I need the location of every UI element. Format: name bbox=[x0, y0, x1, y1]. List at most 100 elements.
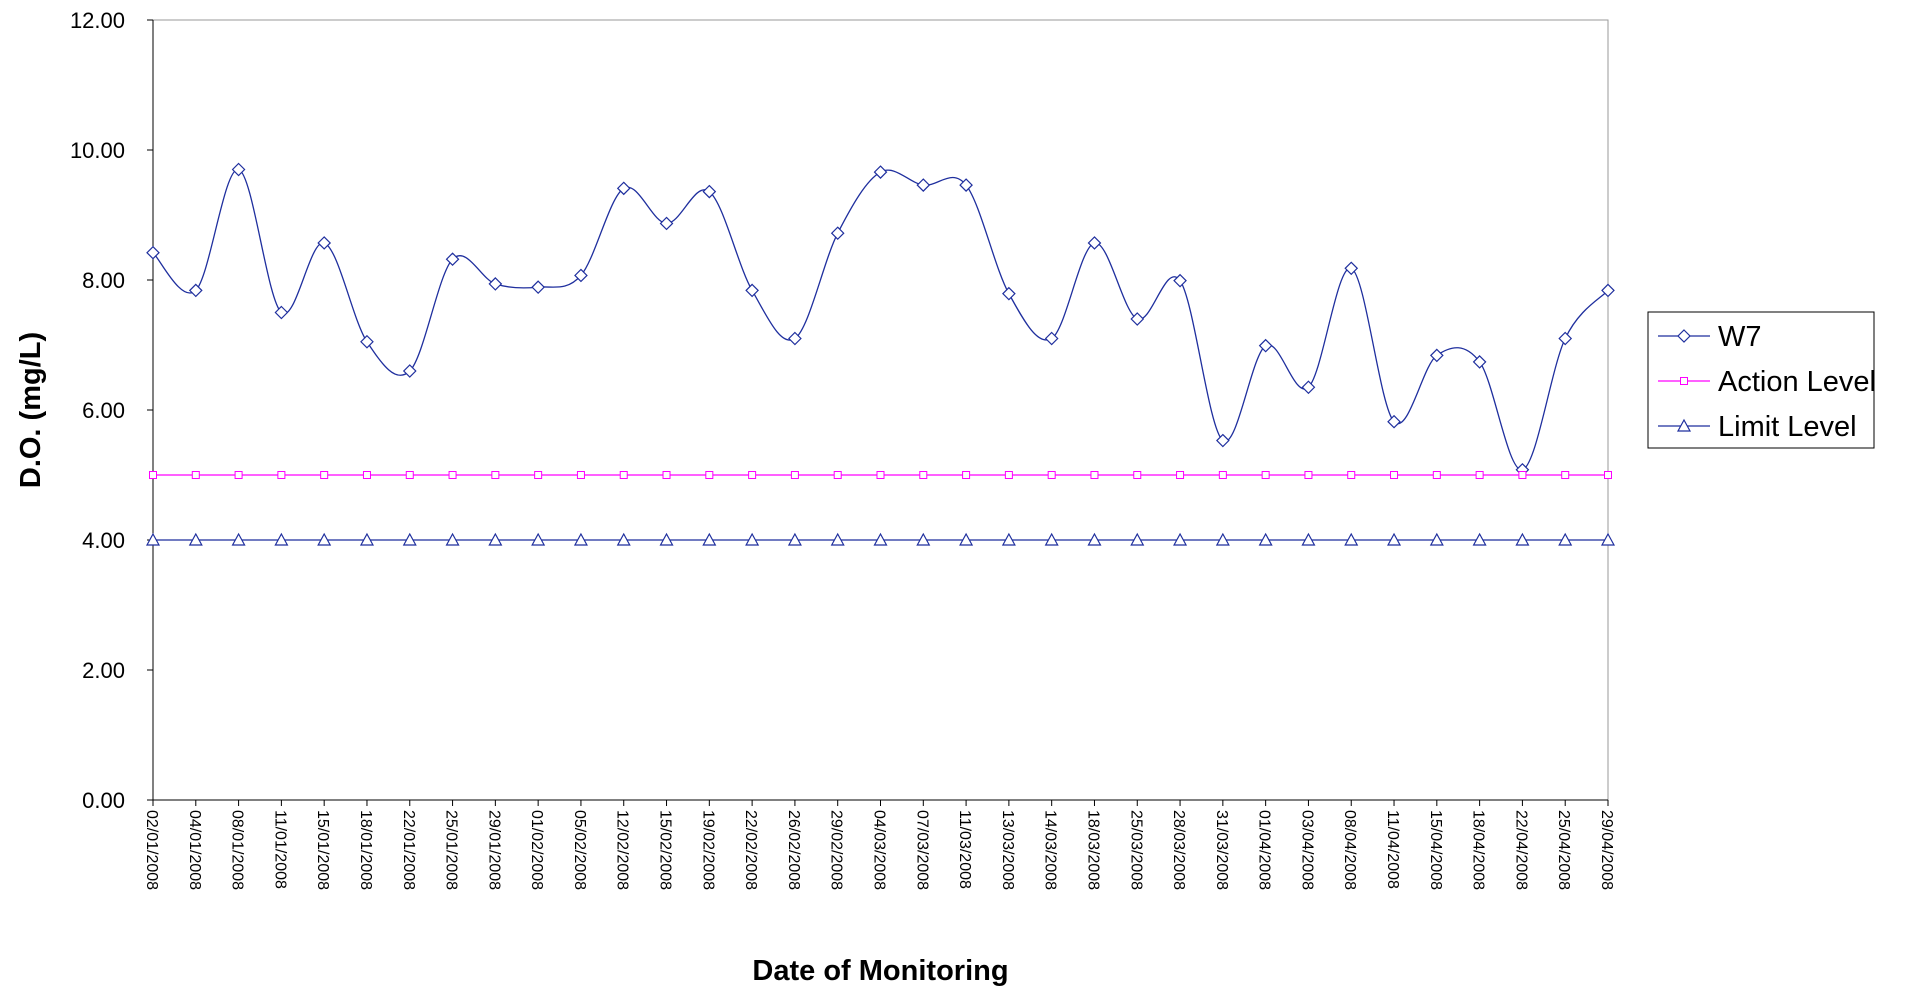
data-point bbox=[1004, 471, 1013, 479]
data-point bbox=[1133, 471, 1142, 479]
x-tick-label: 07/03/2008 bbox=[913, 810, 930, 890]
data-point bbox=[1515, 532, 1530, 546]
data-point bbox=[1173, 532, 1188, 546]
y-axis-title: D.O. (mg/L) bbox=[15, 332, 47, 488]
x-tick-label: 22/02/2008 bbox=[742, 810, 759, 890]
data-point bbox=[790, 471, 799, 479]
data-point bbox=[1001, 532, 1016, 546]
data-point bbox=[916, 532, 931, 546]
data-point bbox=[146, 245, 160, 260]
data-point bbox=[317, 532, 332, 546]
data-point bbox=[445, 532, 460, 546]
data-point bbox=[531, 532, 546, 546]
series-limit-level bbox=[145, 532, 1616, 546]
x-tick-label: 14/03/2008 bbox=[1042, 810, 1059, 890]
data-point bbox=[576, 471, 585, 479]
legend-label: Limit Level bbox=[1718, 411, 1857, 443]
data-point bbox=[702, 532, 717, 546]
data-point bbox=[1472, 532, 1487, 546]
data-point bbox=[1215, 532, 1230, 546]
data-point bbox=[1002, 286, 1016, 301]
data-point bbox=[1604, 471, 1612, 479]
data-point bbox=[402, 532, 417, 546]
data-point bbox=[360, 334, 374, 349]
data-point bbox=[916, 178, 931, 192]
data-point bbox=[1558, 331, 1573, 346]
legend-marker bbox=[1676, 418, 1692, 432]
x-tick-label: 03/04/2008 bbox=[1298, 810, 1315, 890]
plot-border bbox=[152, 19, 1609, 801]
data-point bbox=[448, 471, 457, 479]
data-point bbox=[1173, 273, 1187, 288]
x-tick-label: 01/02/2008 bbox=[528, 810, 545, 890]
data-point bbox=[873, 165, 888, 179]
x-tick-label: 18/01/2008 bbox=[357, 810, 374, 890]
data-point bbox=[1047, 471, 1056, 479]
data-point bbox=[188, 532, 203, 546]
data-point bbox=[659, 216, 674, 231]
data-point bbox=[959, 178, 973, 192]
data-point bbox=[962, 471, 971, 479]
series-w7 bbox=[146, 162, 1615, 477]
x-tick-label: 28/03/2008 bbox=[1170, 810, 1187, 890]
data-point bbox=[662, 471, 671, 479]
data-point bbox=[1090, 471, 1099, 479]
data-point bbox=[959, 532, 974, 546]
plot-area bbox=[152, 19, 1609, 801]
x-tick-label: 05/02/2008 bbox=[571, 810, 588, 890]
data-point bbox=[787, 532, 802, 546]
x-tick-label: 18/04/2008 bbox=[1470, 810, 1487, 890]
data-point bbox=[317, 236, 332, 250]
data-point bbox=[1087, 532, 1102, 546]
x-tick-label: 11/01/2008 bbox=[271, 810, 288, 889]
data-point bbox=[534, 471, 543, 479]
data-point bbox=[919, 471, 928, 479]
data-point bbox=[616, 181, 631, 196]
data-point bbox=[1518, 471, 1527, 479]
data-point bbox=[616, 532, 631, 546]
legend-item: Limit Level bbox=[1658, 411, 1857, 443]
data-point bbox=[1344, 261, 1359, 276]
x-tick-label: 12/02/2008 bbox=[614, 810, 631, 890]
x-axis: 02/01/2008 04/01/2008 08/01/2008 11/01/2008… bbox=[143, 800, 1615, 890]
x-tick-label: 04/01/2008 bbox=[186, 810, 203, 890]
x-tick-label: 08/04/2008 bbox=[1341, 810, 1358, 890]
legend-item: Action Level bbox=[1658, 366, 1876, 398]
x-tick-label: 29/02/2008 bbox=[828, 810, 845, 890]
x-tick-label: 19/02/2008 bbox=[699, 810, 716, 890]
data-point bbox=[573, 532, 588, 546]
data-point bbox=[231, 532, 246, 546]
data-point bbox=[1301, 380, 1316, 395]
legend-label: Action Level bbox=[1718, 366, 1876, 398]
data-point bbox=[191, 471, 200, 479]
y-tick-label: 8.00 bbox=[82, 268, 125, 293]
data-point bbox=[188, 283, 203, 298]
data-point bbox=[1216, 433, 1230, 448]
series-line bbox=[152, 168, 1609, 471]
data-point bbox=[1475, 471, 1484, 479]
data-point bbox=[1130, 312, 1145, 326]
data-point bbox=[619, 471, 628, 479]
data-point bbox=[1044, 331, 1059, 346]
legend-item: W7 bbox=[1658, 321, 1762, 353]
data-point bbox=[1218, 471, 1227, 479]
data-point bbox=[1600, 532, 1616, 546]
data-point bbox=[830, 532, 845, 546]
data-point bbox=[876, 471, 885, 479]
x-tick-label: 31/03/2008 bbox=[1213, 810, 1230, 890]
x-tick-label: 11/03/2008 bbox=[956, 810, 973, 889]
data-point bbox=[488, 277, 503, 291]
y-tick-label: 10.00 bbox=[70, 138, 125, 163]
data-point bbox=[745, 532, 760, 546]
data-point bbox=[705, 471, 714, 479]
x-tick-label: 08/01/2008 bbox=[229, 810, 246, 890]
data-point bbox=[702, 184, 717, 199]
data-point bbox=[402, 364, 417, 378]
x-tick-label: 26/02/2008 bbox=[785, 810, 802, 890]
data-point bbox=[1344, 532, 1359, 546]
x-tick-label: 18/03/2008 bbox=[1084, 810, 1101, 890]
x-axis-title: Date of Monitoring bbox=[752, 955, 1008, 987]
data-point bbox=[1261, 471, 1270, 479]
data-point bbox=[1301, 532, 1316, 546]
